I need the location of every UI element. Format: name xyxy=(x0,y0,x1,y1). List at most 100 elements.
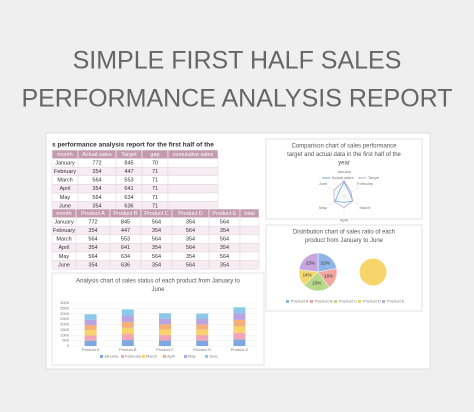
cell-text: May xyxy=(60,195,71,201)
header-text: Product D xyxy=(178,211,202,217)
bar-segment xyxy=(84,325,97,331)
cell-text: 641 xyxy=(124,186,133,192)
cell-text: 564 xyxy=(186,228,195,234)
x-tick-label: Product D xyxy=(193,347,211,352)
cell xyxy=(239,225,260,236)
cell-text: 564 xyxy=(88,254,97,260)
legend-swatch xyxy=(310,300,313,303)
cell-text: 71 xyxy=(152,178,158,184)
cell-text: 354 xyxy=(220,228,229,234)
legend-label: April xyxy=(167,354,175,359)
cell-text: 354 xyxy=(92,186,101,192)
pie-label: 18% xyxy=(324,273,333,278)
cell-text: March xyxy=(57,178,72,184)
chart-title: June xyxy=(151,287,165,293)
cell-text: 564 xyxy=(92,178,101,184)
cell-text: 354 xyxy=(88,262,97,268)
cell-text: 71 xyxy=(152,169,158,175)
cell-text: February xyxy=(53,228,75,234)
cell xyxy=(239,251,260,261)
cell-text: 71 xyxy=(152,195,158,201)
cell-text: 564 xyxy=(220,237,229,243)
bar-segment xyxy=(84,319,97,326)
bar-segment xyxy=(159,340,171,346)
x-tick-label: Product A xyxy=(82,347,100,352)
cell-text: June xyxy=(59,203,71,209)
cell-text: February xyxy=(54,169,76,175)
bar-segment xyxy=(121,334,134,341)
cell-text: May xyxy=(59,254,70,260)
pie-slice xyxy=(298,252,319,273)
header-text: Product A xyxy=(81,211,105,217)
cell-text: 772 xyxy=(88,219,97,225)
cell-text: 564 xyxy=(92,195,101,201)
pie-secondary xyxy=(358,257,388,287)
cell-text: 354 xyxy=(92,203,101,209)
legend-swatch xyxy=(358,300,361,303)
legend-label: Product A xyxy=(291,299,309,304)
cell-text: 354 xyxy=(186,237,195,243)
cell-text: 447 xyxy=(121,228,130,234)
cell-text: 564 xyxy=(152,237,161,243)
legend-label: Product D xyxy=(363,299,381,304)
legend-swatch xyxy=(334,300,337,303)
legend-label: January xyxy=(104,354,118,359)
header-text: Target xyxy=(121,152,137,158)
radar-label: April xyxy=(340,217,348,222)
y-tick-label: 1000 xyxy=(60,332,70,337)
bar-segment xyxy=(84,335,97,341)
header-text: Product E xyxy=(212,211,236,217)
chart-title: target and actual data in the first half… xyxy=(287,152,401,158)
cell-text: April xyxy=(58,245,69,251)
header-text: Product B xyxy=(113,211,137,217)
legend-swatch xyxy=(142,355,145,358)
cell-text: 564 xyxy=(152,254,161,260)
cell-text: 636 xyxy=(124,203,133,209)
radar-series xyxy=(334,181,354,203)
legend-swatch xyxy=(286,300,289,303)
legend-label: Product E xyxy=(387,299,405,304)
legend-label: Product C xyxy=(339,299,357,304)
header-text: total xyxy=(244,211,254,217)
bar-segment xyxy=(233,307,246,314)
header-text: Actual sales xyxy=(82,152,112,158)
bar-segment xyxy=(159,324,171,330)
header-text: Product C xyxy=(144,211,168,217)
cell-text: 354 xyxy=(88,228,97,234)
bar-segment xyxy=(84,340,97,346)
x-tick-label: Product E xyxy=(231,347,249,352)
cell xyxy=(239,217,260,227)
legend-label: March xyxy=(146,354,157,359)
legend-swatch xyxy=(382,300,385,303)
bar-segment xyxy=(159,318,171,325)
bar-segment xyxy=(196,313,209,320)
cell-text: 564 xyxy=(186,245,195,251)
cell-text: 641 xyxy=(121,245,130,251)
bar-segment xyxy=(121,321,134,328)
cell-text: 553 xyxy=(124,178,133,184)
bar-segment xyxy=(121,309,134,316)
legend-label: Product B xyxy=(315,299,333,304)
legend-label: June xyxy=(209,354,218,359)
y-tick-label: 0 xyxy=(67,343,70,348)
cell xyxy=(167,184,219,194)
radar-axis xyxy=(343,186,360,197)
bar-segment xyxy=(196,319,209,325)
cell-text: 564 xyxy=(88,237,97,243)
legend-swatch xyxy=(163,355,166,358)
cell-text: 634 xyxy=(124,195,133,201)
bar-segment xyxy=(84,330,97,336)
radar-label: June xyxy=(319,181,328,186)
x-tick-label: Product B xyxy=(119,347,137,352)
cell-text: 845 xyxy=(124,160,133,166)
cell xyxy=(167,166,219,177)
bar-segment xyxy=(159,313,171,319)
cell-text: 845 xyxy=(121,219,130,225)
radar-label: January xyxy=(337,169,351,174)
cell-text: January xyxy=(55,160,75,166)
cell-text: 447 xyxy=(124,169,133,175)
bar-segment xyxy=(196,340,209,346)
cell xyxy=(167,158,219,168)
legend-swatch xyxy=(205,355,208,358)
radar-label: February xyxy=(357,181,373,186)
